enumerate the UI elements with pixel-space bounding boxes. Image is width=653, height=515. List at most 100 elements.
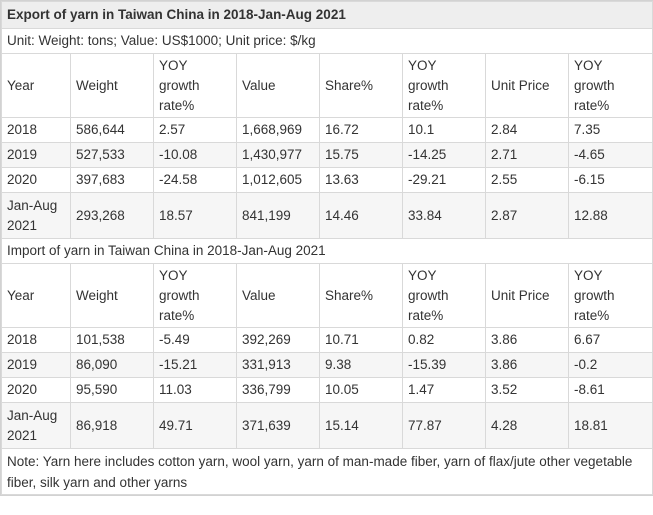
header-value-yoy: YOY growth rate% xyxy=(402,263,486,328)
export-table-row: Jan-Aug 2021 293,268 18.57 841,199 14.46 33.84… xyxy=(1,192,653,239)
export-cell-share: 15.75 xyxy=(319,142,403,168)
export-cell-value: 1,430,977 xyxy=(236,142,320,168)
import-cell-share: 10.71 xyxy=(319,327,403,353)
import-cell-year: Jan-Aug 2021 xyxy=(1,402,71,449)
import-cell-value-yoy: 0.82 xyxy=(402,327,486,353)
header-share: Share% xyxy=(319,53,403,118)
export-cell-value-yoy: 33.84 xyxy=(402,192,486,239)
header-year: Year xyxy=(1,53,71,118)
import-table-row: 2018 101,538 -5.49 392,269 10.71 0.82 3.86 6.67 xyxy=(1,327,653,353)
export-cell-weight-yoy: 2.57 xyxy=(153,117,237,143)
import-cell-weight-yoy: -5.49 xyxy=(153,327,237,353)
export-cell-unit-price: 2.55 xyxy=(485,167,569,193)
import-cell-price-yoy: 6.67 xyxy=(567,327,653,353)
export-cell-year: 2020 xyxy=(1,167,71,193)
export-cell-weight-yoy: -10.08 xyxy=(153,142,237,168)
import-cell-unit-price: 3.86 xyxy=(485,352,569,378)
import-cell-weight: 101,538 xyxy=(70,327,154,353)
import-cell-share: 15.14 xyxy=(319,402,403,449)
header-value-yoy: YOY growth rate% xyxy=(402,53,486,118)
export-header-row: Year Weight YOY growth rate% Value Share% YOY gr… xyxy=(1,53,653,118)
header-year: Year xyxy=(1,263,71,328)
header-weight-yoy: YOY growth rate% xyxy=(153,53,237,118)
import-cell-unit-price: 3.86 xyxy=(485,327,569,353)
table-title: Export of yarn in Taiwan China in 2018-J… xyxy=(0,1,653,29)
import-header-row: Year Weight YOY growth rate% Value Share% YOY gr… xyxy=(1,263,653,328)
export-cell-value-yoy: -29.21 xyxy=(402,167,486,193)
import-section-title-row: Import of yarn in Taiwan China in 2018-J… xyxy=(0,238,653,264)
import-cell-unit-price: 3.52 xyxy=(485,377,569,403)
import-cell-year: 2020 xyxy=(1,377,71,403)
export-table-row: 2020 397,683 -24.58 1,012,605 13.63 -29.21 2.5… xyxy=(1,167,653,193)
header-price-yoy: YOY growth rate% xyxy=(567,53,653,118)
export-cell-price-yoy: -6.15 xyxy=(567,167,653,193)
unit-row: Unit: Weight: tons; Value: US$1000; Unit… xyxy=(0,28,653,54)
yarn-trade-table-container: Export of yarn in Taiwan China in 2018-J… xyxy=(0,0,653,496)
import-cell-price-yoy: -8.61 xyxy=(567,377,653,403)
export-cell-weight: 527,533 xyxy=(70,142,154,168)
import-table-row: 2020 95,590 11.03 336,799 10.05 1.47 3.52 -8.61 xyxy=(1,377,653,403)
export-cell-share: 16.72 xyxy=(319,117,403,143)
export-cell-price-yoy: 12.88 xyxy=(567,192,653,239)
export-cell-price-yoy: 7.35 xyxy=(567,117,653,143)
header-share: Share% xyxy=(319,263,403,328)
import-cell-value: 336,799 xyxy=(236,377,320,403)
import-cell-weight: 95,590 xyxy=(70,377,154,403)
header-unit-price: Unit Price xyxy=(485,53,569,118)
import-cell-weight-yoy: 11.03 xyxy=(153,377,237,403)
export-cell-share: 13.63 xyxy=(319,167,403,193)
import-cell-weight: 86,918 xyxy=(70,402,154,449)
import-table-row: 2019 86,090 -15.21 331,913 9.38 -15.39 3.86 -0.… xyxy=(1,352,653,378)
export-cell-weight: 293,268 xyxy=(70,192,154,239)
import-cell-weight: 86,090 xyxy=(70,352,154,378)
export-cell-share: 14.46 xyxy=(319,192,403,239)
export-cell-unit-price: 2.84 xyxy=(485,117,569,143)
header-weight: Weight xyxy=(70,263,154,328)
import-cell-price-yoy: 18.81 xyxy=(567,402,653,449)
import-cell-share: 9.38 xyxy=(319,352,403,378)
header-value: Value xyxy=(236,53,320,118)
export-cell-unit-price: 2.87 xyxy=(485,192,569,239)
unit-line: Unit: Weight: tons; Value: US$1000; Unit… xyxy=(0,28,653,54)
import-cell-weight-yoy: -15.21 xyxy=(153,352,237,378)
import-cell-value-yoy: -15.39 xyxy=(402,352,486,378)
table-body: Export of yarn in Taiwan China in 2018-J… xyxy=(0,1,653,495)
export-cell-weight-yoy: -24.58 xyxy=(153,167,237,193)
footnote-row: Note: Yarn here includes cotton yarn, wo… xyxy=(0,448,653,495)
yarn-trade-table: Export of yarn in Taiwan China in 2018-J… xyxy=(0,1,653,495)
import-cell-value: 371,639 xyxy=(236,402,320,449)
import-cell-unit-price: 4.28 xyxy=(485,402,569,449)
export-cell-weight: 586,644 xyxy=(70,117,154,143)
import-cell-value-yoy: 1.47 xyxy=(402,377,486,403)
header-weight-yoy: YOY growth rate% xyxy=(153,263,237,328)
footnote: Note: Yarn here includes cotton yarn, wo… xyxy=(0,448,653,495)
import-cell-share: 10.05 xyxy=(319,377,403,403)
header-weight: Weight xyxy=(70,53,154,118)
import-section-title: Import of yarn in Taiwan China in 2018-J… xyxy=(0,238,653,264)
export-cell-year: Jan-Aug 2021 xyxy=(1,192,71,239)
export-cell-value: 841,199 xyxy=(236,192,320,239)
export-cell-value-yoy: -14.25 xyxy=(402,142,486,168)
import-cell-price-yoy: -0.2 xyxy=(567,352,653,378)
import-table-row: Jan-Aug 2021 86,918 49.71 371,639 15.14 77.87 4… xyxy=(1,402,653,449)
export-cell-unit-price: 2.71 xyxy=(485,142,569,168)
import-cell-year: 2019 xyxy=(1,352,71,378)
header-unit-price: Unit Price xyxy=(485,263,569,328)
export-table-row: 2019 527,533 -10.08 1,430,977 15.75 -14.25 2.7… xyxy=(1,142,653,168)
export-cell-year: 2018 xyxy=(1,117,71,143)
import-cell-value: 331,913 xyxy=(236,352,320,378)
header-price-yoy: YOY growth rate% xyxy=(567,263,653,328)
title-row: Export of yarn in Taiwan China in 2018-J… xyxy=(0,1,653,29)
export-cell-value-yoy: 10.1 xyxy=(402,117,486,143)
import-cell-weight-yoy: 49.71 xyxy=(153,402,237,449)
export-table-row: 2018 586,644 2.57 1,668,969 16.72 10.1 2.84 7.3… xyxy=(1,117,653,143)
import-cell-value-yoy: 77.87 xyxy=(402,402,486,449)
header-value: Value xyxy=(236,263,320,328)
import-cell-value: 392,269 xyxy=(236,327,320,353)
export-cell-value: 1,012,605 xyxy=(236,167,320,193)
export-cell-weight: 397,683 xyxy=(70,167,154,193)
export-cell-price-yoy: -4.65 xyxy=(567,142,653,168)
import-cell-year: 2018 xyxy=(1,327,71,353)
export-cell-year: 2019 xyxy=(1,142,71,168)
export-cell-value: 1,668,969 xyxy=(236,117,320,143)
